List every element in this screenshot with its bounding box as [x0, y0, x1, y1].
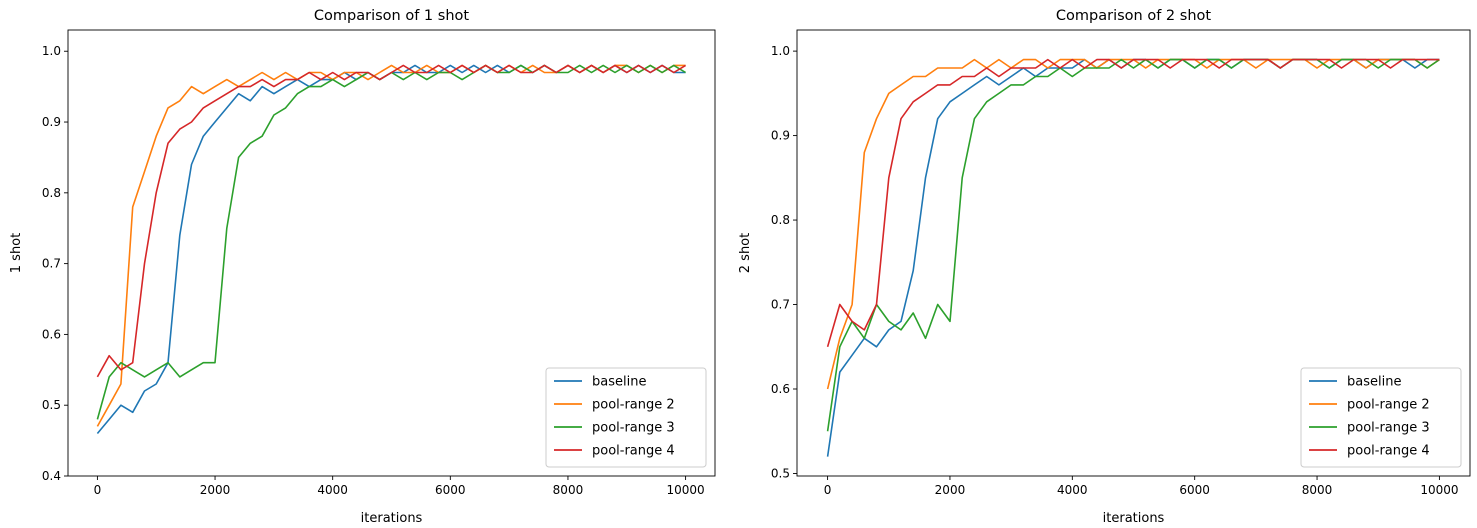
- legend-label: pool-range 4: [1347, 444, 1430, 459]
- legend: baseline pool-range 2 pool-range 3 pool-ran…: [545, 367, 707, 468]
- legend-label: baseline: [592, 375, 646, 390]
- axes-frame: [796, 29, 1471, 477]
- series-line-pool-range-4: [96, 64, 687, 378]
- y-tick-label: 0.8: [771, 213, 790, 227]
- x-tick-label: 6000: [435, 483, 466, 497]
- y-tick-label: 0.7: [42, 257, 61, 271]
- legend-box: [1300, 367, 1462, 468]
- x-tick-label: 4000: [1057, 483, 1088, 497]
- y-tick-label: 0.9: [42, 115, 61, 129]
- x-tick-label: 2000: [200, 483, 231, 497]
- legend-label: pool-range 4: [592, 444, 675, 459]
- series-line-pool-range-3: [96, 64, 687, 420]
- legend-label: pool-range 3: [592, 421, 675, 436]
- y-tick-label: 1.0: [771, 44, 790, 58]
- x-tick-label: 2000: [935, 483, 966, 497]
- x-tick-label: 0: [824, 483, 832, 497]
- x-tick-label: 10000: [666, 483, 704, 497]
- y-tick-label: 0.9: [771, 129, 790, 143]
- y-tick-label: 0.6: [771, 382, 790, 396]
- chart-1: 0 2000 4000 6000 8000 10000 0.4 0.5 0.6 0.7 0.8 0.9…: [9, 8, 716, 526]
- legend-label: pool-range 2: [1347, 398, 1430, 413]
- y-tick-label: 0.4: [42, 469, 61, 483]
- y-tick-label: 0.5: [42, 398, 61, 412]
- y-tick-label: 0.7: [771, 298, 790, 312]
- x-tick-label: 8000: [553, 483, 584, 497]
- y-axis-label: 1 shot: [9, 233, 24, 273]
- x-tick-label: 4000: [317, 483, 348, 497]
- x-tick-label: 10000: [1420, 483, 1458, 497]
- x-axis-label: iterations: [1103, 511, 1165, 526]
- chart-title: Comparison of 1 shot: [314, 8, 469, 24]
- x-tick-label: 6000: [1179, 483, 1210, 497]
- legend-box: [545, 367, 707, 468]
- chart-2: 0 2000 4000 6000 8000 10000 0.5 0.6 0.7 0.8 0.9 1.0…: [738, 8, 1471, 526]
- axes-frame: [67, 29, 716, 477]
- chart-title: Comparison of 2 shot: [1056, 8, 1211, 24]
- y-tick-label: 1.0: [42, 44, 61, 58]
- x-tick-label: 0: [94, 483, 102, 497]
- y-tick-label: 0.8: [42, 186, 61, 200]
- y-axis-label: 2 shot: [738, 233, 753, 273]
- y-tick-label: 0.6: [42, 327, 61, 341]
- legend-label: pool-range 2: [592, 398, 675, 413]
- y-tick-label: 0.5: [771, 466, 790, 480]
- legend-label: baseline: [1347, 375, 1401, 390]
- x-tick-label: 8000: [1302, 483, 1333, 497]
- series-line-pool-range-4: [826, 58, 1440, 348]
- legend-label: pool-range 3: [1347, 421, 1430, 436]
- x-axis-label: iterations: [361, 511, 423, 526]
- legend: baseline pool-range 2 pool-range 3 pool-ran…: [1300, 367, 1462, 468]
- series-line-pool-range-3: [826, 58, 1440, 432]
